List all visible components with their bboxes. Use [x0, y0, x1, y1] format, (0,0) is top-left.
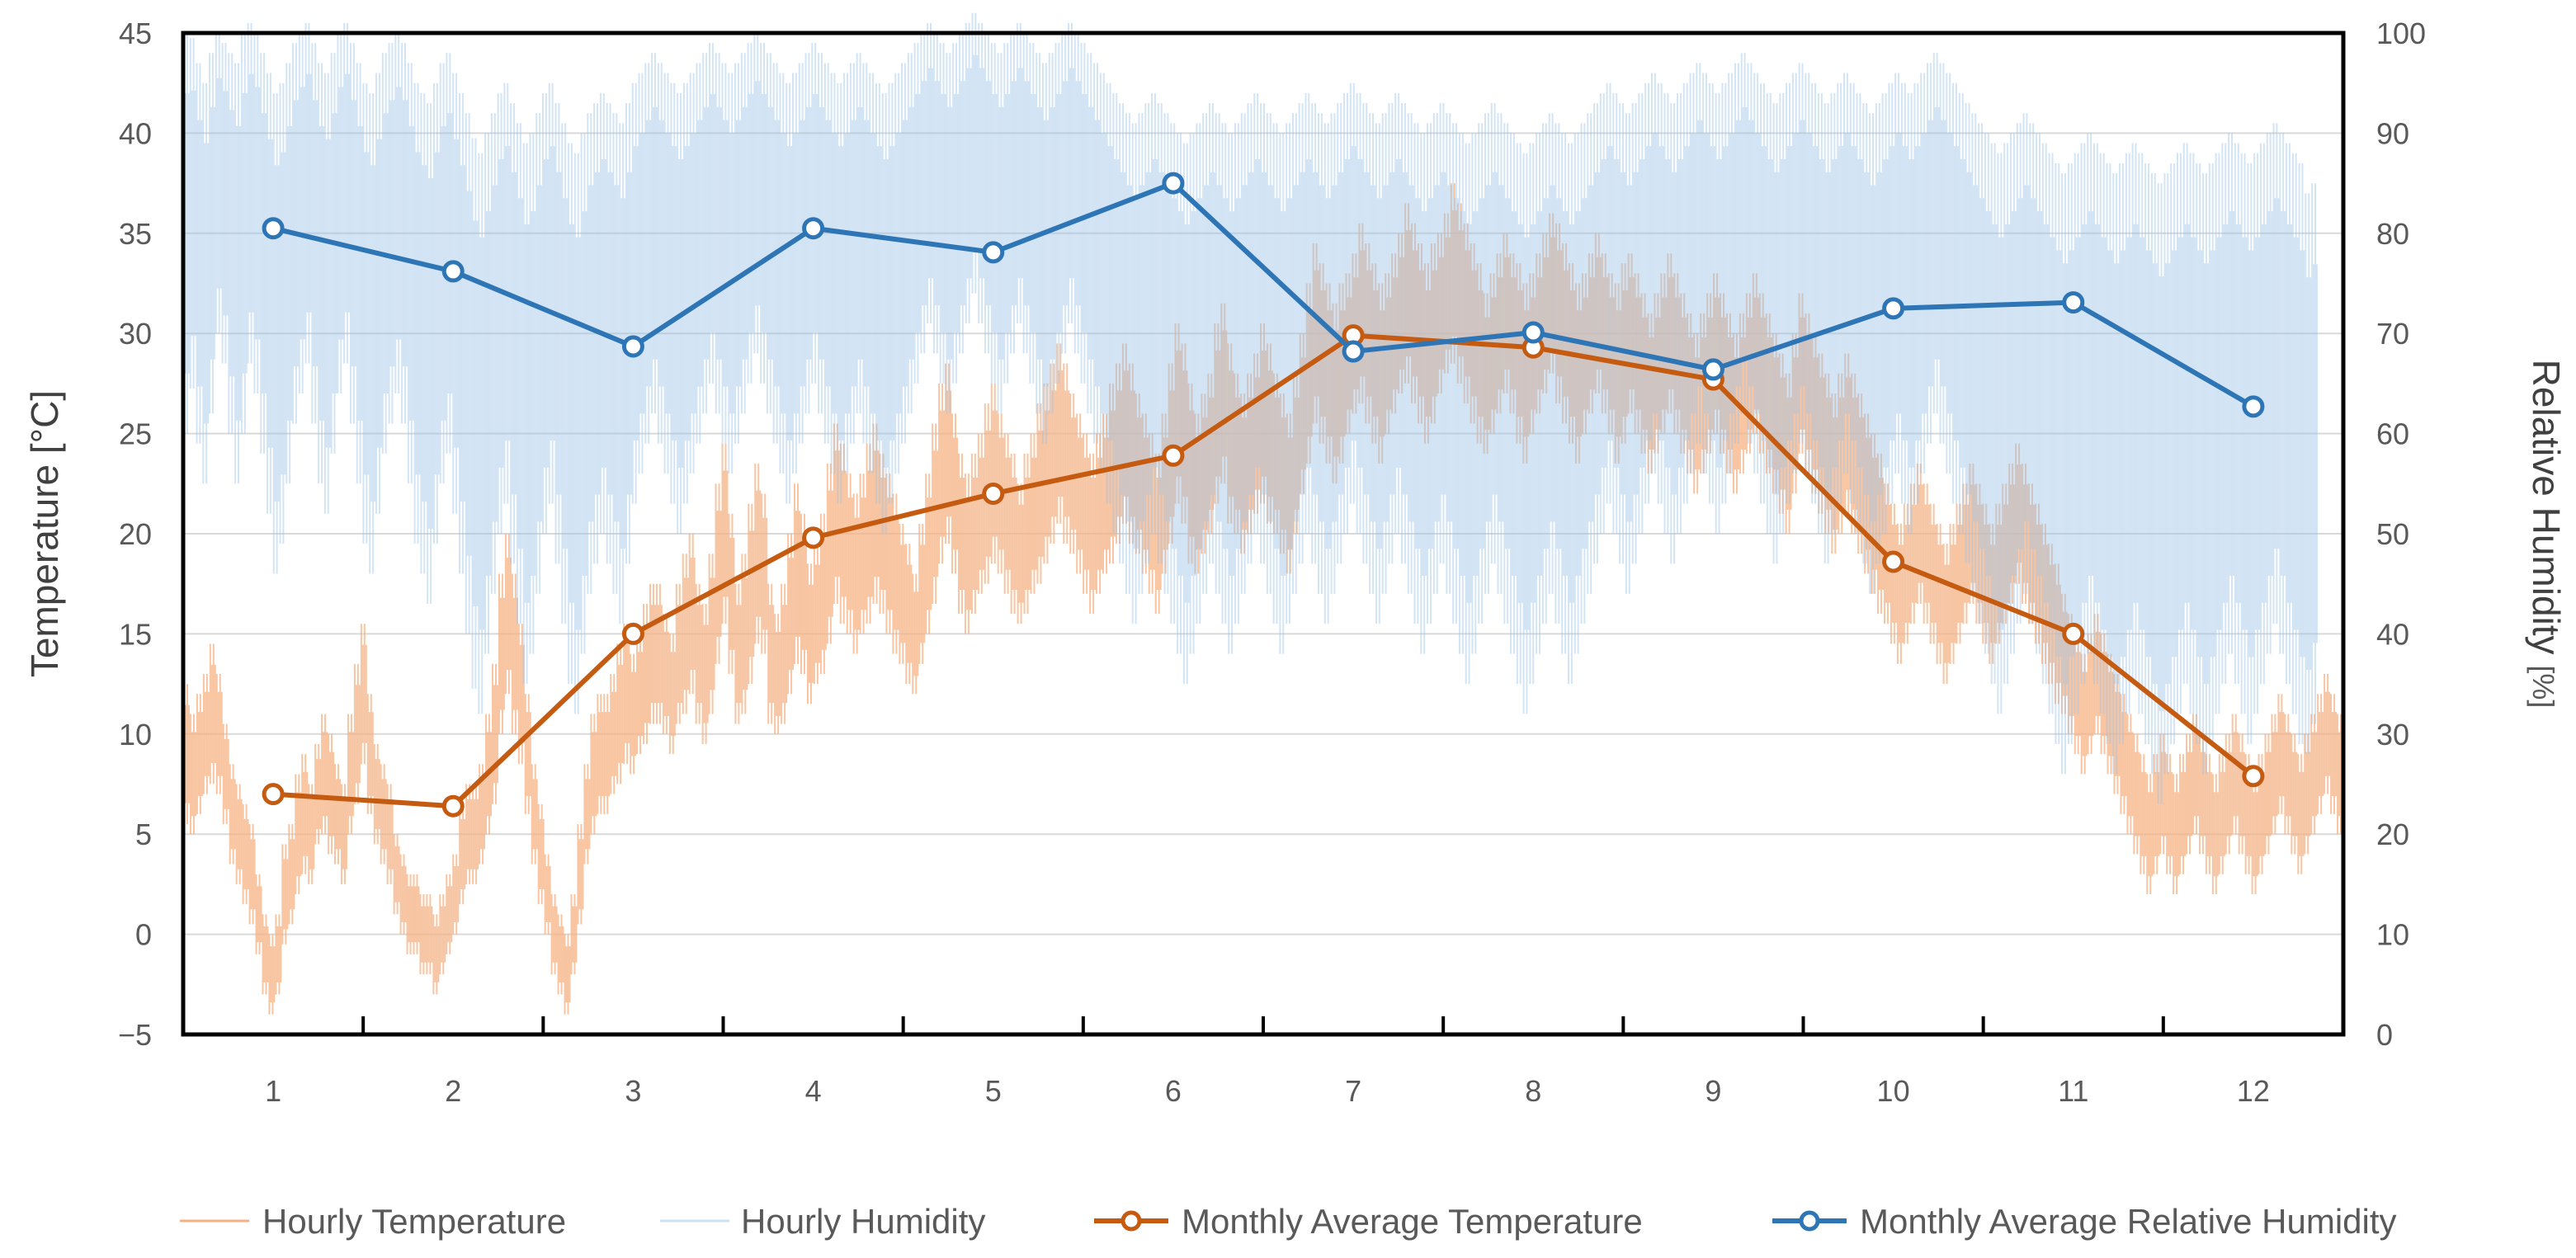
monthly-humidity-point-6: [1162, 172, 1185, 195]
monthly-temperature-point-2: [441, 794, 465, 817]
y-right-axis-title-main: Relative Humidity: [2525, 360, 2568, 666]
y-right-tick-label-9: 10: [2376, 918, 2409, 952]
monthly-temperature-point-6: [1162, 444, 1185, 467]
y-left-axis-title-main: Temperature [: [23, 443, 66, 677]
hourly-temperature-series: [182, 183, 2344, 1015]
y-left-tick-label-2: 35: [119, 217, 152, 251]
x-tick-label-3: 3: [625, 1074, 641, 1108]
legend-label-monthly-humidity: Monthly Average Relative Humidity: [1860, 1202, 2397, 1241]
monthly-temperature-point-10: [1882, 550, 1905, 573]
y-right-tick-label-1: 90: [2376, 116, 2409, 150]
monthly-humidity-point-1: [262, 217, 285, 240]
legend-label-hourly-humidity: Hourly Humidity: [741, 1202, 985, 1241]
x-tick-label-10: 10: [1877, 1074, 1910, 1108]
monthly-humidity-line: [272, 181, 2255, 409]
monthly-humidity-point-12: [2242, 395, 2265, 418]
y-left-tick-label-3: 30: [119, 317, 152, 351]
x-tick-label-7: 7: [1345, 1074, 1361, 1108]
y-left-tick-label-0: 45: [119, 16, 152, 50]
x-tick-label-4: 4: [805, 1074, 822, 1108]
y-right-tick-label-10: 0: [2376, 1018, 2393, 1052]
x-axis-ticks: 1 2 3 4 5 6 7 8 9 10 11 12: [265, 1016, 2270, 1108]
monthly-humidity-point-5: [982, 241, 1005, 264]
monthly-humidity-point-11: [2062, 291, 2085, 314]
y-left-axis-title-unit: °C]: [23, 390, 66, 443]
legend-marker-monthly-temperature: [1121, 1210, 1142, 1232]
x-tick-label-8: 8: [1525, 1074, 1541, 1108]
hourly-humidity-series: [182, 12, 2318, 804]
monthly-humidity-point-9: [1701, 358, 1724, 381]
y-right-tick-label-3: 70: [2376, 317, 2409, 351]
y-left-tick-label-9: 0: [135, 918, 152, 952]
legend-item-hourly-humidity: Hourly Humidity: [660, 1202, 985, 1241]
x-tick-label-1: 1: [265, 1074, 281, 1108]
monthly-temperature-point-12: [2242, 765, 2265, 788]
legend-marker-monthly-humidity: [1799, 1210, 1820, 1232]
y-right-axis-title: Relative Humidity [%]: [2525, 360, 2568, 709]
legend-label-monthly-temperature: Monthly Average Temperature: [1182, 1202, 1643, 1241]
monthly-humidity-point-2: [441, 260, 465, 283]
y-right-axis-title-unit: [%]: [2526, 665, 2560, 708]
y-right-tick-label-5: 50: [2376, 517, 2409, 551]
monthly-humidity-point-4: [802, 217, 825, 240]
y-left-tick-label-7: 10: [119, 718, 152, 752]
y-left-tick-label-8: 5: [135, 817, 152, 851]
x-tick-label-11: 11: [2058, 1074, 2088, 1108]
x-tick-label-12: 12: [2237, 1074, 2270, 1108]
monthly-humidity-point-7: [1342, 340, 1365, 363]
y-left-tick-label-10: −5: [118, 1018, 152, 1052]
x-tick-label-9: 9: [1705, 1074, 1721, 1108]
legend-item-monthly-temperature: Monthly Average Temperature: [1094, 1202, 1643, 1241]
x-tick-label-6: 6: [1165, 1074, 1182, 1108]
monthly-temperature-point-3: [621, 622, 644, 645]
y-left-tick-label-1: 40: [119, 116, 152, 150]
monthly-temperature-point-1: [262, 783, 285, 806]
monthly-temperature-point-4: [802, 526, 825, 549]
grid-lines: [183, 132, 2343, 935]
y-left-axis-ticks: 45 40 35 30 25 20 15 10 5 0 −5: [118, 16, 152, 1052]
legend: Hourly Temperature Hourly Humidity Month…: [180, 1202, 2397, 1241]
y-right-tick-label-6: 40: [2376, 617, 2409, 651]
monthly-temperature-point-5: [982, 482, 1005, 505]
monthly-temperature-point-11: [2062, 622, 2085, 645]
monthly-humidity-point-8: [1522, 321, 1545, 344]
legend-item-hourly-temperature: Hourly Temperature: [180, 1202, 566, 1241]
legend-label-hourly-temperature: Hourly Temperature: [262, 1202, 566, 1241]
monthly-humidity-point-3: [621, 335, 644, 358]
x-tick-label-2: 2: [445, 1074, 461, 1108]
monthly-humidity-point-10: [1882, 297, 1905, 320]
y-right-tick-label-8: 20: [2376, 817, 2409, 851]
y-right-tick-label-0: 100: [2376, 16, 2426, 50]
monthly-temperature-line: [272, 332, 2255, 809]
legend-item-monthly-humidity: Monthly Average Relative Humidity: [1772, 1202, 2397, 1241]
y-right-tick-label-4: 60: [2376, 417, 2409, 451]
x-tick-label-5: 5: [985, 1074, 1002, 1108]
y-left-tick-label-5: 20: [119, 517, 152, 551]
y-left-axis-title: Temperature [°C]: [23, 390, 66, 677]
monthly-humidity-series: [262, 172, 2265, 418]
y-right-tick-label-2: 80: [2376, 217, 2409, 251]
y-left-tick-label-4: 25: [119, 417, 152, 451]
y-left-tick-label-6: 15: [119, 617, 152, 651]
y-right-tick-label-7: 30: [2376, 718, 2409, 752]
